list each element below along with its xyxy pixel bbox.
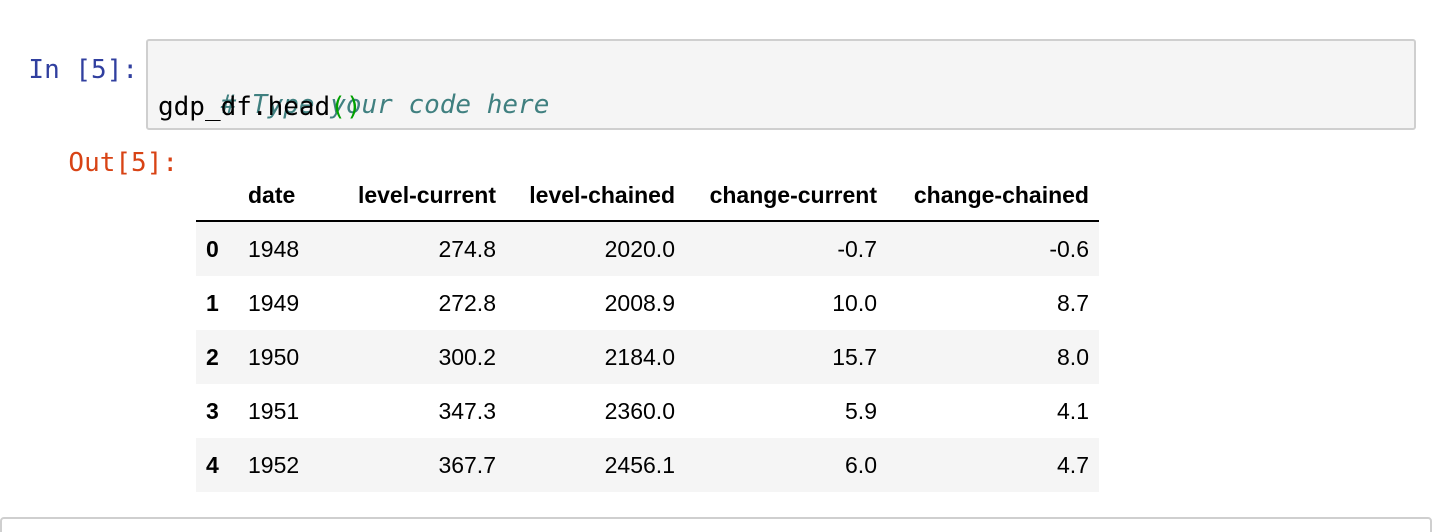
cell-level-chained: 2184.0 — [604, 343, 675, 370]
cell-level-chained: 2360.0 — [604, 397, 675, 424]
cell-change-chained: 8.7 — [1057, 289, 1089, 316]
cell-date: 1949 — [248, 289, 300, 316]
code-line-2: gdp_df.head() — [158, 90, 362, 124]
cell-change-chained: 4.7 — [1057, 451, 1089, 478]
cell-change-chained: 8.0 — [1057, 343, 1089, 370]
cell-change-current: 5.9 — [845, 397, 877, 424]
cell-date: 1950 — [248, 343, 300, 370]
table-row: 2 1950 300.2 2184.0 15.7 8.0 — [196, 330, 1099, 384]
next-code-cell[interactable] — [0, 517, 1432, 532]
code-line-1: # Type your code here — [158, 54, 550, 156]
row-index: 2 — [206, 343, 219, 370]
cell-change-chained: 4.1 — [1057, 397, 1089, 424]
table-row: 0 1948 274.8 2020.0 -0.7 -0.6 — [196, 221, 1099, 276]
table-row: 4 1952 367.7 2456.1 6.0 4.7 — [196, 438, 1099, 492]
code-call: gdp_df.head — [158, 92, 331, 122]
input-prompt: In [5]: — [28, 55, 138, 85]
cell-date: 1952 — [248, 451, 300, 478]
code-cell-editor[interactable]: # Type your code here gdp_df.head() — [146, 39, 1416, 130]
column-header-change-chained: change-chained — [879, 170, 1099, 222]
code-comment: # Type your code here — [220, 90, 550, 120]
table-header-row: date level-current level-chained change-… — [196, 170, 1099, 222]
cell-level-current: 272.8 — [438, 289, 496, 316]
column-header-index — [196, 170, 234, 222]
column-header-change-current: change-current — [677, 170, 879, 222]
cell-change-current: 10.0 — [832, 289, 877, 316]
column-header-level-chained: level-chained — [498, 170, 677, 222]
column-header-level-current: level-current — [326, 170, 498, 222]
row-index: 4 — [206, 451, 219, 478]
table-row: 1 1949 272.8 2008.9 10.0 8.7 — [196, 276, 1099, 330]
cell-change-current: -0.7 — [837, 235, 877, 262]
cell-level-chained: 2456.1 — [604, 451, 675, 478]
code-parens: () — [330, 92, 362, 122]
row-index: 0 — [206, 235, 219, 262]
cell-level-current: 274.8 — [438, 235, 496, 262]
output-prompt: Out[5]: — [68, 148, 178, 178]
cell-date: 1951 — [248, 397, 300, 424]
row-index: 3 — [206, 397, 219, 424]
cell-level-current: 347.3 — [438, 397, 496, 424]
cell-level-chained: 2020.0 — [604, 235, 675, 262]
cell-change-current: 15.7 — [832, 343, 877, 370]
table-row: 3 1951 347.3 2360.0 5.9 4.1 — [196, 384, 1099, 438]
cell-date: 1948 — [248, 235, 300, 262]
cell-level-current: 300.2 — [438, 343, 496, 370]
cell-level-chained: 2008.9 — [604, 289, 675, 316]
cell-level-current: 367.7 — [438, 451, 496, 478]
row-index: 1 — [206, 289, 219, 316]
cell-change-current: 6.0 — [845, 451, 877, 478]
column-header-date: date — [234, 170, 326, 222]
dataframe-table: date level-current level-chained change-… — [196, 170, 1099, 492]
cell-change-chained: -0.6 — [1049, 235, 1089, 262]
